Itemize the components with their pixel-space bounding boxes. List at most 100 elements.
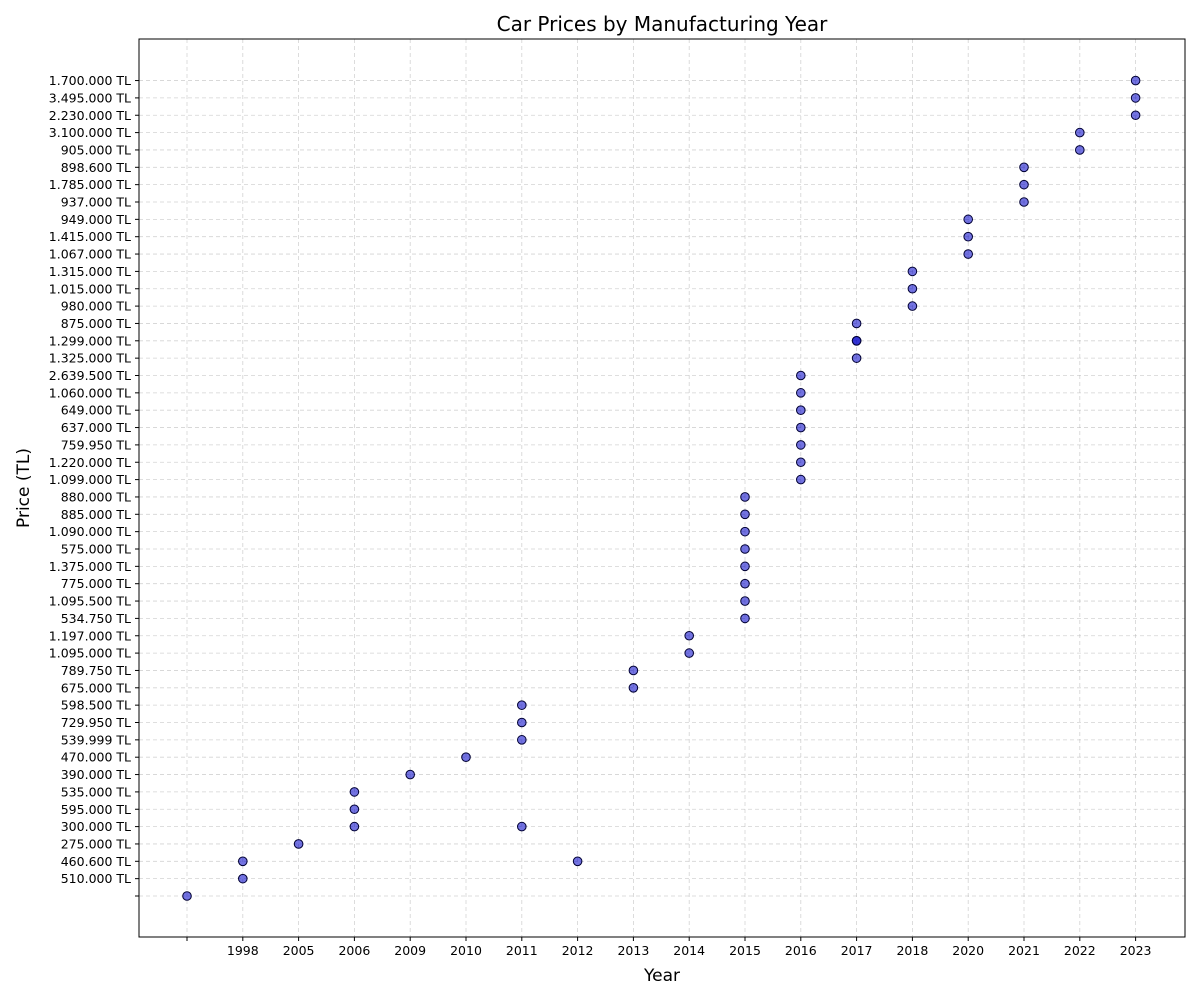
- data-point: [238, 856, 248, 867]
- data-point: [740, 596, 750, 606]
- y-axis: 510.000 TL 460.600 TL 275.000 TL 300.000 TL…: [49, 73, 139, 897]
- y-tick-label: 675.000 TL: [61, 680, 131, 695]
- data-point: [405, 769, 416, 780]
- data-point: [851, 336, 862, 346]
- data-point: [1130, 93, 1141, 103]
- x-tick-label: 2011: [506, 943, 538, 958]
- data-point: [628, 683, 639, 693]
- data-point: [796, 405, 806, 416]
- data-point: [1019, 179, 1029, 190]
- x-tick-label: 2022: [1064, 943, 1096, 958]
- x-tick-label: 2012: [562, 943, 594, 958]
- y-axis-label: Price (TL): [14, 448, 34, 528]
- data-point: [907, 301, 918, 311]
- x-tick-label: 2018: [896, 943, 928, 958]
- data-point: [740, 561, 750, 572]
- y-tick-label: 275.000 TL: [61, 836, 131, 851]
- data-point: [963, 231, 974, 242]
- y-tick-label: 637.000 TL: [61, 420, 131, 435]
- x-tick-label: 2005: [283, 943, 315, 958]
- data-point: [517, 700, 527, 710]
- y-tick-label: 759.950 TL: [61, 437, 131, 452]
- y-tick-label: 729.950 TL: [61, 715, 131, 730]
- y-tick-label: 539.999 TL: [61, 732, 131, 747]
- y-tick-label: 1.375.000 TL: [49, 559, 131, 574]
- data-points: [182, 75, 1141, 901]
- data-point: [740, 509, 750, 520]
- grid-layer: [139, 39, 1185, 937]
- y-tick-label: 775.000 TL: [61, 576, 131, 591]
- y-tick-label: 1.067.000 TL: [49, 247, 131, 262]
- data-point: [963, 249, 974, 259]
- y-tick-label: 1.015.000 TL: [49, 281, 131, 296]
- data-point: [740, 613, 750, 624]
- data-point: [963, 214, 974, 225]
- plot-frame: [138, 38, 1186, 938]
- data-point: [517, 821, 527, 832]
- y-tick-label: 937.000 TL: [61, 195, 131, 210]
- data-point: [796, 370, 806, 381]
- y-tick-label: 880.000 TL: [61, 489, 131, 504]
- data-point: [1130, 75, 1141, 86]
- data-point: [1019, 162, 1029, 173]
- data-point: [907, 266, 918, 277]
- x-tick-label: 2010: [450, 943, 482, 958]
- data-point: [349, 787, 360, 797]
- data-point: [461, 752, 471, 763]
- x-tick-label: 2016: [785, 943, 817, 958]
- x-axis: 1998 2005 2006 2009 2010 2011 2012 2013 2014 2015…: [186, 937, 1152, 958]
- y-tick-label: 2.230.000 TL: [49, 108, 131, 123]
- y-tick-label: 390.000 TL: [61, 767, 131, 782]
- y-tick-label: 905.000 TL: [61, 142, 131, 157]
- y-tick-label: 3.495.000 TL: [49, 90, 131, 105]
- y-tick-label: 898.600 TL: [61, 160, 131, 175]
- y-tick-label: 1.220.000 TL: [49, 455, 131, 470]
- data-point: [1075, 127, 1085, 138]
- y-tick-label: 885.000 TL: [61, 507, 131, 522]
- y-tick-label: 300.000 TL: [61, 819, 131, 834]
- x-tick-label: 1998: [227, 943, 259, 958]
- data-point: [1019, 197, 1029, 207]
- y-tick-label: 1.325.000 TL: [49, 351, 131, 366]
- data-point: [740, 544, 750, 554]
- x-tick-label: 2006: [338, 943, 370, 958]
- data-point: [517, 735, 527, 745]
- x-tick-label: 2015: [729, 943, 761, 958]
- x-axis-label: Year: [643, 966, 680, 986]
- data-point: [796, 388, 806, 398]
- y-tick-label: 1.415.000 TL: [49, 229, 131, 244]
- y-tick-label: 595.000 TL: [61, 802, 131, 817]
- x-tick-label: 2017: [841, 943, 873, 958]
- y-tick-label: 1.095.500 TL: [49, 594, 131, 609]
- y-tick-label: 575.000 TL: [61, 542, 131, 557]
- data-point: [684, 630, 695, 641]
- y-tick-label: 1.299.000 TL: [49, 333, 131, 348]
- y-tick-label: 1.315.000 TL: [49, 264, 131, 279]
- x-tick-label: 2014: [673, 943, 705, 958]
- y-tick-label: 460.600 TL: [61, 854, 131, 869]
- y-tick-label: 598.500 TL: [61, 698, 131, 713]
- y-tick-label: 3.100.000 TL: [49, 125, 131, 140]
- y-tick-label: 1.095.000 TL: [49, 646, 131, 661]
- data-point: [1130, 110, 1141, 121]
- y-tick-label: 510.000 TL: [61, 871, 131, 886]
- data-point: [238, 873, 248, 884]
- data-point: [851, 353, 862, 363]
- y-tick-label: 1.785.000 TL: [49, 177, 131, 192]
- data-point: [796, 457, 806, 468]
- y-tick-label: 649.000 TL: [61, 403, 131, 418]
- y-tick-label: 534.750 TL: [61, 611, 131, 626]
- x-tick-label: 2021: [1008, 943, 1040, 958]
- data-point: [740, 578, 750, 589]
- data-point: [517, 717, 527, 728]
- x-tick-label: 2009: [394, 943, 426, 958]
- data-point: [851, 318, 862, 329]
- data-point: [740, 526, 750, 537]
- chart-title: Car Prices by Manufacturing Year: [497, 12, 829, 36]
- y-tick-label: 875.000 TL: [61, 316, 131, 331]
- data-point: [572, 856, 583, 867]
- data-point: [907, 283, 918, 294]
- y-tick-label: 2.639.500 TL: [49, 368, 131, 383]
